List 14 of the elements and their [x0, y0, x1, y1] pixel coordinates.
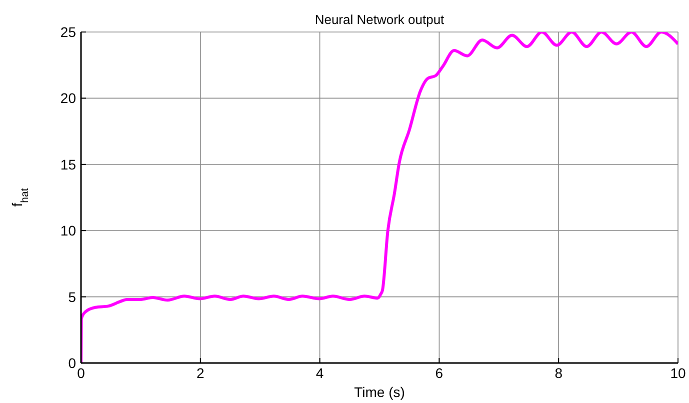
- x-tick-label: 6: [435, 364, 444, 381]
- x-tick-label: 10: [670, 364, 686, 381]
- line-series: [81, 32, 678, 363]
- y-tick-label: 10: [60, 222, 76, 239]
- y-tick-label: 0: [68, 354, 76, 371]
- y-tick-label: 20: [60, 90, 76, 106]
- x-tick-label: 2: [196, 364, 204, 381]
- chart-title: Neural Network output: [314, 12, 446, 27]
- y-tick-label: 15: [60, 156, 76, 172]
- y-tick-label: 25: [60, 24, 76, 40]
- y-tick-label: 5: [68, 288, 76, 305]
- x-axis-title: Time (s): [354, 384, 405, 400]
- x-tick-label: 8: [554, 364, 563, 381]
- x-tick-label: 4: [316, 364, 324, 381]
